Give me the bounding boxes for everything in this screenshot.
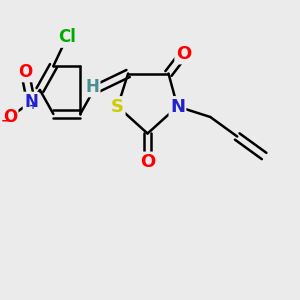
Text: O: O bbox=[3, 108, 17, 126]
Text: S: S bbox=[111, 98, 124, 116]
Text: O: O bbox=[176, 45, 191, 63]
Text: O: O bbox=[18, 63, 32, 81]
Text: Cl: Cl bbox=[58, 28, 76, 46]
Text: −: − bbox=[1, 114, 12, 127]
Text: N: N bbox=[24, 93, 38, 111]
Text: H: H bbox=[85, 78, 99, 96]
Text: +: + bbox=[29, 100, 38, 111]
Text: N: N bbox=[170, 98, 185, 116]
Text: O: O bbox=[140, 153, 155, 171]
